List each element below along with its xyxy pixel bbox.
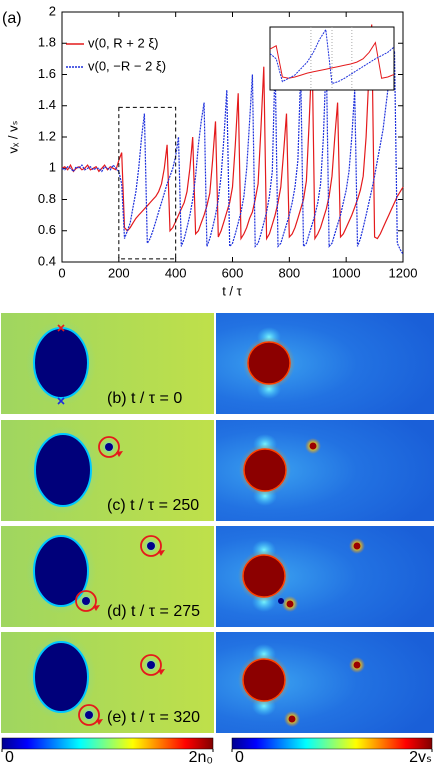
- vortex-core: [147, 542, 155, 550]
- obstacle: [243, 448, 287, 492]
- inset-line: [270, 41, 394, 79]
- vortex-core: [105, 443, 113, 451]
- obstacle: [33, 641, 89, 713]
- vortex-core: [147, 661, 155, 669]
- marker-x: [57, 397, 65, 405]
- circulation-arrow: [93, 605, 100, 611]
- vortex-core: [353, 661, 361, 669]
- x-tick-label: 200: [108, 265, 130, 280]
- vortex-core: [85, 711, 93, 719]
- velocity-panel: [216, 420, 434, 521]
- panel-label: (a): [2, 10, 22, 27]
- circulation-arrow: [96, 719, 103, 725]
- x-axis-label: t / τ: [222, 283, 242, 298]
- y-tick-label: 1.4: [38, 97, 56, 112]
- y-tick-label: 1: [49, 160, 56, 175]
- colorbar-label: 0: [235, 749, 244, 765]
- vortex-core: [288, 715, 296, 723]
- inset: [270, 28, 394, 85]
- vortex-core: [353, 542, 361, 550]
- y-tick-label: 1.2: [38, 128, 56, 143]
- circulation: [78, 704, 100, 726]
- density-panel: (e) t / τ = 320: [1, 632, 214, 733]
- circulation-arrow: [158, 550, 165, 556]
- colorbar: [231, 737, 433, 750]
- zoom-box: [118, 106, 177, 260]
- velocity-panel: [216, 313, 434, 414]
- series-line: [61, 50, 404, 255]
- colorbar: [1, 737, 214, 750]
- obstacle: [242, 554, 286, 598]
- legend-label: v(0, −R − 2 ξ): [88, 58, 166, 73]
- circulation: [98, 436, 120, 458]
- y-tick-label: 0.8: [38, 191, 56, 206]
- x-tick-label: 0: [58, 265, 65, 280]
- obstacle: [33, 535, 89, 607]
- velocity-panel: [216, 526, 434, 627]
- panel-label: (e) t / τ = 320: [107, 709, 200, 726]
- circulation: [75, 590, 97, 612]
- x-tick-label: 400: [165, 265, 187, 280]
- panel-label: (b) t / τ = 0: [107, 390, 182, 407]
- obstacle: [247, 341, 291, 385]
- circulation-arrow: [116, 451, 123, 457]
- y-tick-label: 0.6: [38, 222, 56, 237]
- panel-label: (c) t / τ = 250: [107, 497, 199, 514]
- vortex-core: [286, 600, 294, 608]
- colorbar-label: 2vₛ: [409, 749, 432, 765]
- colorbar-label: 0: [5, 749, 14, 765]
- x-tick-label: 1200: [389, 265, 418, 280]
- velocity-panel: [216, 632, 434, 733]
- panel-label: (d) t / τ = 275: [107, 603, 200, 620]
- legend-label: v(0, R + 2 ξ): [88, 35, 158, 50]
- x-tick-label: 800: [278, 265, 300, 280]
- vortex-core: [82, 597, 90, 605]
- marker-x: [57, 324, 65, 332]
- obstacle: [33, 327, 89, 399]
- series-line: [61, 24, 404, 241]
- obstacle: [34, 433, 92, 507]
- y-axis-label: vₓ / vₛ: [5, 120, 20, 153]
- density-panel: (c) t / τ = 250: [1, 420, 214, 521]
- colorbar-label: 2n₀: [189, 749, 213, 765]
- circulation: [140, 654, 162, 676]
- density-panel: (b) t / τ = 0: [1, 313, 214, 414]
- vortex-core: [278, 598, 284, 604]
- y-tick-label: 1.6: [38, 66, 56, 81]
- x-tick-label: 600: [222, 265, 244, 280]
- circulation-arrow: [158, 669, 165, 675]
- density-panel: (d) t / τ = 275: [1, 526, 214, 627]
- x-tick-label: 1000: [332, 265, 361, 280]
- vortex-core: [309, 442, 317, 450]
- y-tick-label: 2: [49, 3, 56, 18]
- y-tick-label: 1.8: [38, 35, 56, 50]
- circulation: [140, 535, 162, 557]
- y-tick-label: 0.4: [38, 253, 56, 268]
- obstacle: [242, 658, 286, 702]
